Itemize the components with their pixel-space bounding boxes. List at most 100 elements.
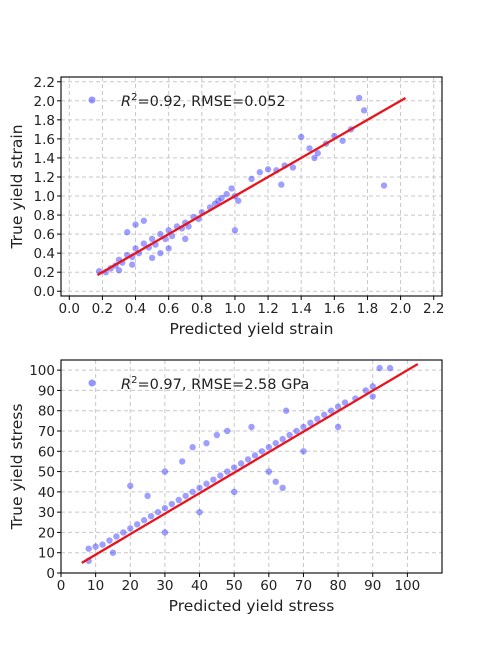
scatter-point [210,476,217,483]
scatter-point [148,235,156,243]
scatter-point [154,508,162,516]
y-tick-label: 20 [38,525,55,541]
scatter-point [140,517,148,524]
x-tick-label: 0.6 [158,301,179,317]
y-tick-label: 50 [38,465,55,481]
x-tick-label: 1.4 [290,301,311,317]
scatter-point [341,399,349,406]
scatter-point [289,164,297,171]
scatter-point [140,217,148,224]
scatter-point [360,107,368,114]
r2-rmse-annotation: R2=0.97, RMSE=2.58 GPa [121,375,309,393]
x-tick-label: 90 [364,578,381,594]
y-tick-label: 60 [38,444,55,460]
scatter-point [182,235,189,243]
scatter-point [334,423,342,431]
scatter-point [228,185,235,192]
scatter-point [327,407,335,414]
x-tick-label: 10 [87,578,104,594]
scatter-point [203,480,210,487]
y-tick-label: 1.4 [34,151,55,167]
scatter-point [189,444,196,451]
scatter-point [279,435,286,443]
scatter-point [244,456,252,463]
y-axis-label: True yield strain [8,124,26,249]
x-tick-label: 60 [260,578,277,594]
scatter-point [237,460,245,467]
scatter-point [264,166,272,173]
scatter-point [124,229,131,236]
chart-yield-strain: 0.0 0.2 0.4 0.6 0.8 1.0 1.2 1.4 1.6 1.8 2.0 2.2 0.0 0… [8,75,444,338]
scatter-point [314,149,321,157]
scatter-point [293,427,300,435]
scatter-point [140,240,148,247]
scatter-point [161,468,169,475]
scatter-point [376,364,383,372]
scatter-point [189,488,196,496]
scatter-point [127,482,134,489]
y-tick-label: 0 [46,566,55,582]
x-tick-label: 0.2 [92,301,113,317]
y-tick-label: 1.8 [34,113,55,129]
scatter-point [386,364,394,372]
scatter-point [369,383,376,390]
scatter-point [230,488,238,496]
y-tick-label: 40 [38,485,55,501]
scatter-point [248,175,255,183]
annotation-superscript: 2 [131,375,137,386]
scatter-point [161,504,169,512]
x-tick-label: 0.8 [191,301,212,317]
scatter-point [230,464,238,471]
x-tick-label: 0.0 [59,301,80,317]
scatter-point [203,439,210,447]
scatter-point [132,245,139,252]
y-tick-label: 2.0 [34,94,55,110]
scatter-point [339,137,346,144]
x-tick-label: 1.0 [224,301,245,317]
scatter-point [265,444,273,451]
x-tick-label: 0 [57,578,66,594]
y-tick-label: 1.2 [34,170,55,186]
scatter-point [314,415,321,423]
scatter-point [272,478,279,485]
x-tick-label: 1.2 [257,301,278,317]
y-tick-label: 0.6 [34,227,55,243]
scatter-point [179,458,186,465]
scatter-points [95,94,388,276]
scatter-point [248,423,255,431]
scatter-point [297,133,305,141]
x-tick-label: 70 [295,578,312,594]
y-tick-label: 1.0 [34,189,55,205]
scatter-point [300,423,307,431]
scatter-point [106,537,113,544]
scatter-point [215,197,222,204]
y-tick-label: 70 [38,424,55,440]
scatter-point [196,508,203,516]
scatter-point [369,393,376,400]
scatter-point [256,169,263,176]
annotation-text: =0.97, RMSE=2.58 GPa [137,377,309,393]
fit-line [81,363,419,564]
scatter-point [168,500,176,508]
scatter-point [218,194,225,202]
annotation-r: R [121,377,131,393]
scatter-point [165,245,172,252]
scatter-point [355,94,363,102]
annotation-superscript: 2 [131,92,137,103]
x-tick-label: 20 [122,578,139,594]
x-tick-label: 40 [191,578,208,594]
scatter-point [175,496,182,504]
scatter-point [362,387,369,394]
scatter-point [109,549,117,556]
scatter-point [278,181,285,188]
scatter-point [127,525,134,532]
scatter-point [251,452,259,459]
y-tick-label: 0.8 [34,208,55,224]
scatter-point [265,468,273,475]
scatter-point [144,492,151,500]
x-tick-label: 50 [226,578,243,594]
scatter-point [120,529,127,536]
scatter-point [157,249,164,257]
y-tick-label: 10 [38,546,55,562]
